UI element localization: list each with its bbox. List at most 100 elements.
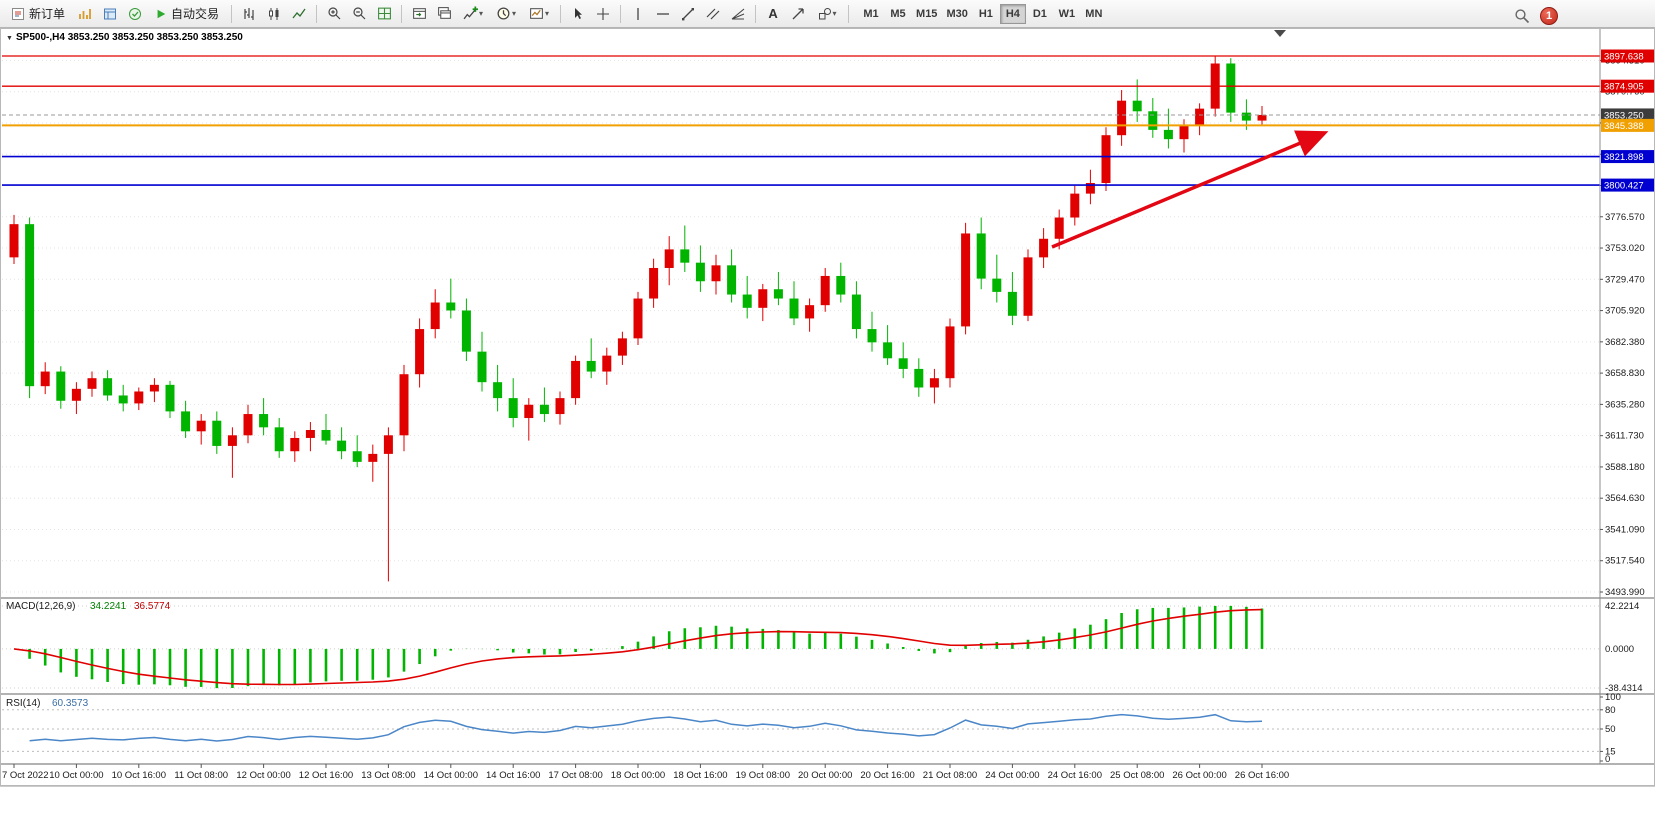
templates-button[interactable]: ▾ bbox=[523, 3, 555, 25]
crosshair-icon bbox=[597, 7, 610, 20]
zoom-out-button[interactable] bbox=[347, 3, 371, 25]
svg-text:3845.388: 3845.388 bbox=[1604, 121, 1644, 132]
arrange-windows-icon bbox=[412, 8, 426, 19]
indicators-button[interactable]: ▾ bbox=[457, 3, 489, 25]
candlestick-chart-button[interactable] bbox=[262, 3, 286, 25]
zoom-out-icon bbox=[352, 7, 365, 20]
channel-tool-button[interactable] bbox=[701, 3, 725, 25]
svg-text:14 Oct 00:00: 14 Oct 00:00 bbox=[424, 770, 478, 781]
tile-windows-icon bbox=[377, 7, 391, 20]
svg-text:3541.090: 3541.090 bbox=[1605, 524, 1645, 535]
tile-windows-button[interactable] bbox=[372, 3, 396, 25]
cursor-icon bbox=[575, 7, 583, 19]
trendline-tool-button[interactable] bbox=[676, 3, 700, 25]
timeframe-button-H4[interactable]: H4 bbox=[999, 3, 1026, 24]
svg-text:3853.250: 3853.250 bbox=[1604, 110, 1644, 121]
svg-text:3874.905: 3874.905 bbox=[1604, 82, 1644, 93]
timeframe-button-M5[interactable]: M5 bbox=[890, 7, 906, 20]
svg-text:20 Oct 16:00: 20 Oct 16:00 bbox=[860, 770, 914, 781]
toolbar-separator bbox=[401, 4, 403, 23]
timeframe-button-M1[interactable]: M1 bbox=[863, 7, 879, 20]
add-indicator-icon bbox=[463, 6, 479, 20]
svg-text:3729.470: 3729.470 bbox=[1605, 274, 1645, 285]
horizontal-line-icon bbox=[657, 12, 670, 15]
svg-text:18 Oct 00:00: 18 Oct 00:00 bbox=[611, 770, 665, 781]
svg-text:3897.638: 3897.638 bbox=[1604, 52, 1644, 63]
dropdown-caret: ▾ bbox=[479, 9, 484, 18]
svg-text:3821.898: 3821.898 bbox=[1604, 152, 1644, 163]
dropdown-caret: ▾ bbox=[545, 9, 550, 18]
svg-text:12 Oct 16:00: 12 Oct 16:00 bbox=[299, 770, 353, 781]
shapes-tool-button[interactable]: ▾ bbox=[811, 3, 843, 25]
timeframe-button-D1[interactable]: D1 bbox=[1032, 7, 1047, 20]
auto-trading-play-icon bbox=[157, 9, 166, 18]
toolbar-separator bbox=[316, 4, 318, 23]
svg-text:10 Oct 16:00: 10 Oct 16:00 bbox=[112, 770, 166, 781]
arrange-windows-button[interactable] bbox=[407, 3, 431, 25]
svg-text:7 Oct 2022: 7 Oct 2022 bbox=[2, 770, 48, 781]
bar-chart-button[interactable] bbox=[237, 3, 261, 25]
chart-shift-marker bbox=[1274, 30, 1286, 37]
svg-text:80: 80 bbox=[1605, 705, 1616, 716]
timeframe-button-H1[interactable]: H1 bbox=[978, 7, 993, 20]
macd-value-main: 34.2241 bbox=[90, 601, 127, 612]
svg-text:20 Oct 00:00: 20 Oct 00:00 bbox=[798, 770, 852, 781]
fibonacci-icon bbox=[731, 8, 745, 20]
price-gridlines bbox=[2, 59, 1600, 593]
channel-icon bbox=[706, 8, 720, 19]
timeframe-button-W1[interactable]: W1 bbox=[1058, 7, 1076, 20]
chart-area[interactable]: 3894.3103870.7603847.2103823.6603800.120… bbox=[0, 28, 1655, 828]
horizontal-lines bbox=[2, 55, 1600, 186]
market-watch-button[interactable] bbox=[73, 3, 97, 25]
zoom-in-icon bbox=[327, 7, 340, 20]
trend-arrow bbox=[1051, 130, 1329, 249]
notification-badge[interactable]: 1 bbox=[1540, 7, 1558, 25]
timeframe-button-MN[interactable]: MN bbox=[1085, 7, 1103, 20]
navigator-button[interactable] bbox=[123, 3, 147, 25]
price-chart-svg[interactable]: 3894.3103870.7603847.2103823.6603800.120… bbox=[0, 28, 1655, 828]
macd-signal-line bbox=[13, 608, 1263, 686]
svg-text:26 Oct 00:00: 26 Oct 00:00 bbox=[1172, 770, 1226, 781]
dropdown-caret: ▾ bbox=[832, 9, 837, 18]
line-chart-button[interactable] bbox=[287, 3, 311, 25]
arrow-annotation-icon bbox=[792, 7, 804, 19]
periods-button[interactable]: ▾ bbox=[490, 3, 522, 25]
cursor-button[interactable] bbox=[566, 3, 590, 25]
data-window-icon bbox=[104, 8, 117, 19]
text-tool-button[interactable]: A bbox=[768, 6, 778, 21]
auto-trading-button[interactable]: 自动交易 bbox=[148, 3, 226, 25]
data-window-button[interactable] bbox=[98, 3, 122, 25]
price-axis-labels: 3894.3103870.7603847.2103823.6603800.120… bbox=[1600, 55, 1645, 598]
candlestick-icon bbox=[269, 7, 279, 20]
macd-histogram bbox=[28, 605, 1264, 689]
svg-text:100: 100 bbox=[1605, 692, 1621, 703]
svg-text:17 Oct 08:00: 17 Oct 08:00 bbox=[548, 770, 602, 781]
svg-text:21 Oct 08:00: 21 Oct 08:00 bbox=[923, 770, 977, 781]
toolbar-separator bbox=[755, 4, 757, 23]
vertical-line-tool-button[interactable] bbox=[626, 3, 650, 25]
crosshair-button[interactable] bbox=[591, 3, 615, 25]
svg-text:50: 50 bbox=[1605, 724, 1616, 735]
cascade-windows-button[interactable] bbox=[432, 3, 456, 25]
macd-value-signal: 36.5774 bbox=[134, 601, 171, 612]
zoom-in-button[interactable] bbox=[322, 3, 346, 25]
rsi-line bbox=[29, 713, 1263, 742]
svg-text:3517.540: 3517.540 bbox=[1605, 556, 1645, 567]
timeframe-button-M30[interactable]: M30 bbox=[946, 7, 968, 20]
svg-text:26 Oct 16:00: 26 Oct 16:00 bbox=[1235, 770, 1289, 781]
arrow-tool-button[interactable] bbox=[786, 3, 810, 25]
fibonacci-tool-button[interactable] bbox=[726, 3, 750, 25]
dropdown-caret: ▾ bbox=[512, 9, 517, 18]
timeframe-group: M1 M5 M15 M30 H1 H4 D1 W1 MN bbox=[858, 3, 1107, 24]
chart-title: SP500-,H4 3853.250 3853.250 3853.250 385… bbox=[16, 32, 243, 43]
svg-text:18 Oct 16:00: 18 Oct 16:00 bbox=[673, 770, 727, 781]
horizontal-line-tool-button[interactable] bbox=[651, 3, 675, 25]
order-ticket-icon bbox=[12, 7, 24, 20]
new-order-button[interactable]: 新订单 bbox=[4, 3, 72, 25]
timeframe-button-M15[interactable]: M15 bbox=[916, 7, 938, 20]
search-button[interactable] bbox=[1510, 5, 1534, 27]
svg-text:24 Oct 00:00: 24 Oct 00:00 bbox=[985, 770, 1039, 781]
shapes-icon bbox=[818, 7, 831, 19]
line-chart-icon bbox=[292, 8, 306, 18]
